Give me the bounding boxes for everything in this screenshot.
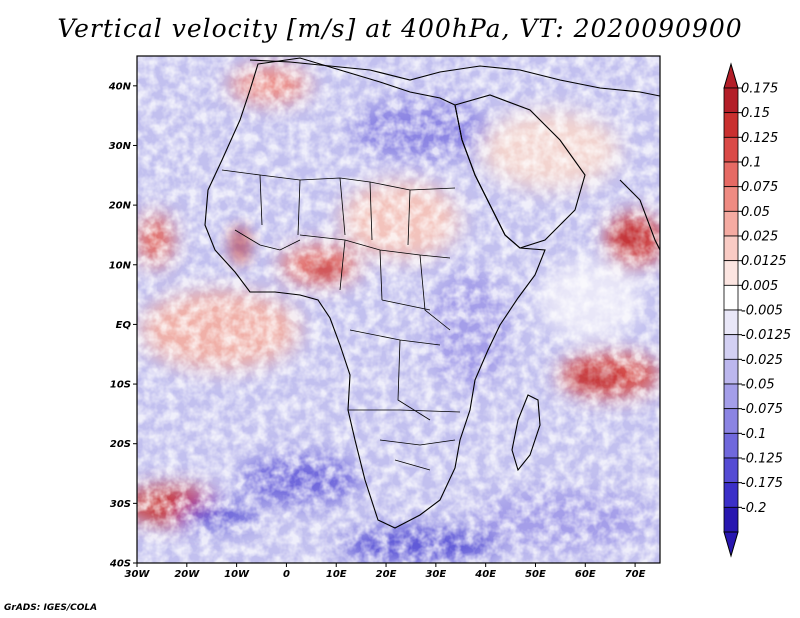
colorbar-swatch: [723, 161, 739, 188]
colorbar-swatch: [723, 186, 739, 212]
lon-label: 0: [283, 569, 290, 580]
lat-label: 40S: [109, 559, 131, 570]
colorbar-label: 0.025: [741, 230, 778, 245]
madagascar-coastline: [511, 394, 541, 472]
colorbar-label: 0.15: [741, 106, 770, 121]
colorbar-swatch: [723, 136, 739, 163]
lon-label: 30W: [125, 569, 151, 580]
colorbar-label: -0.05: [741, 378, 775, 393]
colorbar-label: -0.125: [741, 452, 783, 467]
colorbar: 0.175 0.15 0.125 0.1 0.075 0.05 0.025 0.0125 0.0…: [723, 62, 791, 558]
colorbar-swatch: [723, 235, 739, 262]
lat-label: 40N: [108, 81, 132, 92]
lon-label: 40E: [474, 569, 496, 580]
colorbar-swatch: [723, 334, 739, 360]
colorbar-swatch: [723, 408, 739, 434]
colorbar-label: 0.075: [741, 180, 778, 195]
lat-label: 10N: [109, 260, 132, 271]
colorbar-swatch: [723, 210, 739, 237]
colorbar-swatch: [723, 482, 739, 508]
colorbar-swatch: [723, 506, 739, 533]
colorbar-swatch: [723, 383, 739, 410]
europe-coastline: [249, 59, 660, 97]
lat-label: 30N: [109, 141, 132, 152]
grads-credit: GrADS: IGES/COLA: [4, 603, 98, 613]
colorbar-label: 0.1: [741, 156, 762, 171]
lon-label: 30E: [425, 569, 446, 580]
lon-label: 20E: [376, 569, 397, 580]
colorbar-label: -0.175: [741, 476, 783, 491]
lon-label: 20W: [174, 569, 200, 580]
colorbar-label: 0.0125: [741, 254, 787, 269]
lat-label: 10S: [110, 380, 131, 391]
coastlines: [204, 57, 660, 529]
colorbar-swatch: [723, 457, 739, 484]
map-title: Vertical velocity [m/s] at 400hPa, VT: 2…: [57, 14, 743, 43]
lon-label: 70E: [625, 569, 646, 580]
colorbar-label: 0.125: [741, 131, 778, 146]
lat-label: 30S: [110, 499, 131, 510]
lon-label: 60E: [575, 569, 596, 580]
lat-label: 20N: [109, 201, 132, 212]
colorbar-label: -0.005: [741, 304, 783, 319]
lat-label: EQ: [116, 320, 132, 331]
colorbar-swatch: [723, 87, 739, 114]
colorbar-top-arrow: [723, 62, 739, 89]
colorbar-label: -0.025: [741, 353, 783, 368]
colorbar-label: -0.2: [741, 501, 766, 516]
borders: [221, 169, 461, 471]
lon-label: 50E: [525, 569, 546, 580]
arabia-coastline: [454, 94, 586, 249]
india-coastline: [619, 179, 660, 251]
velocity-field: [137, 56, 660, 563]
colorbar-swatch: [723, 309, 739, 336]
lon-label: 10W: [224, 569, 250, 580]
colorbar-bottom-arrow: [723, 531, 739, 558]
colorbar-swatch: [723, 112, 739, 138]
colorbar-label: -0.1: [741, 427, 766, 442]
colorbar-swatch: [723, 284, 739, 311]
colorbar-swatch: [723, 358, 739, 385]
colorbar-swatch: [723, 260, 739, 286]
colorbar-label: 0.05: [741, 205, 770, 220]
colorbar-label: -0.075: [741, 402, 783, 417]
plot-frame: [136, 55, 661, 564]
colorbar-label: 0.175: [741, 82, 778, 97]
colorbar-swatch: [723, 432, 739, 459]
colorbar-label: -0.0125: [741, 328, 791, 343]
lon-label: 10E: [326, 569, 347, 580]
colorbar-label: 0.005: [741, 279, 778, 294]
lat-label: 20S: [110, 439, 131, 450]
